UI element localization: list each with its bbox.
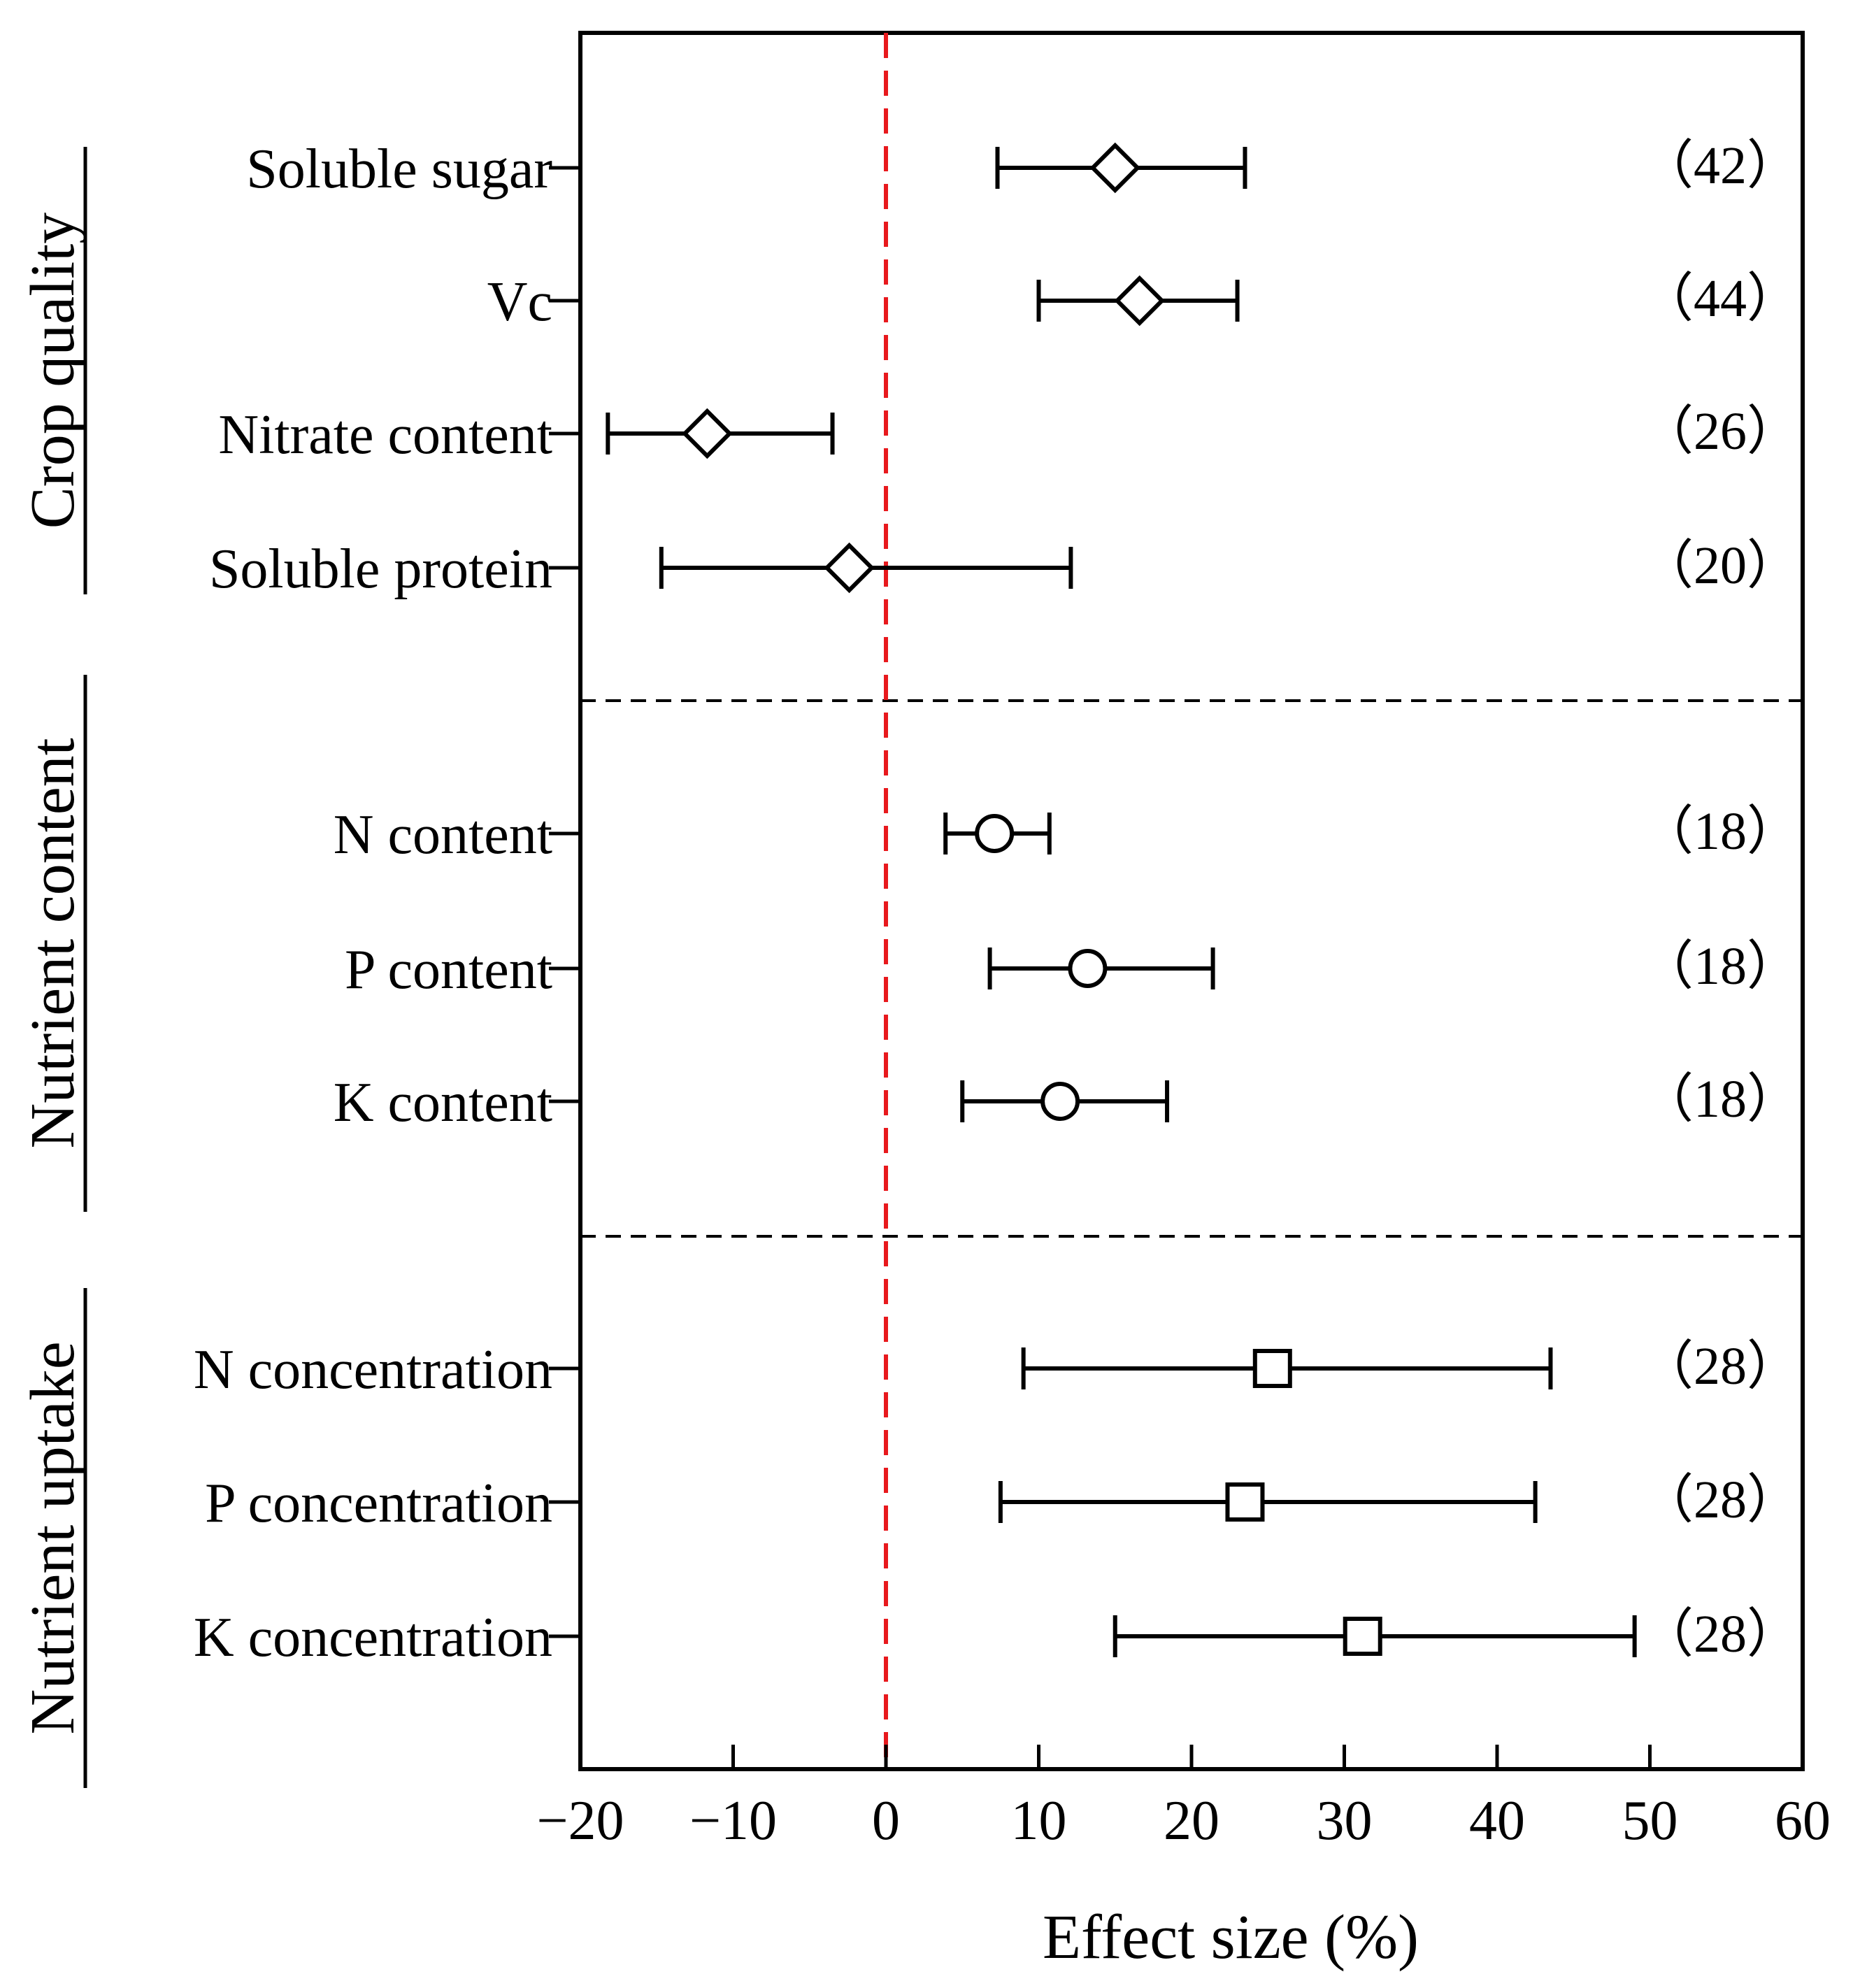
row-label: Soluble protein <box>209 538 552 600</box>
x-tick-label: 30 <box>1317 1790 1373 1852</box>
x-tick-label: 20 <box>1164 1790 1219 1852</box>
group-title: Nutrient uptake <box>18 1341 87 1734</box>
group-title: Nutrient content <box>18 738 87 1148</box>
x-tick-label: 40 <box>1469 1790 1525 1852</box>
x-tick-label: 0 <box>872 1790 900 1852</box>
mean-marker-circle <box>1068 949 1108 988</box>
sample-size-label: （28） <box>1640 1471 1800 1529</box>
row-label: K content <box>334 1072 552 1134</box>
mean-marker-diamond <box>1114 275 1165 327</box>
x-tick-label: 50 <box>1622 1790 1678 1852</box>
sample-size-label: （20） <box>1640 536 1800 595</box>
row-label: Nitrate content <box>218 404 552 466</box>
x-axis-title: Effect size (%) <box>1043 1903 1419 1972</box>
mean-marker-diamond <box>682 408 733 459</box>
sample-size-label: （18） <box>1640 937 1800 996</box>
sample-size-label: （26） <box>1640 402 1800 461</box>
plot-frame <box>578 31 1805 1771</box>
x-tick-label: −20 <box>536 1790 624 1852</box>
row-label: K concentration <box>194 1607 552 1668</box>
group-title: Crop quality <box>18 213 87 529</box>
mean-marker-square <box>1252 1349 1292 1388</box>
sample-size-label: （44） <box>1640 269 1800 328</box>
row-label: Vc <box>487 271 552 333</box>
mean-marker-diamond <box>824 542 875 594</box>
mean-marker-diamond <box>1089 142 1140 194</box>
row-label: P concentration <box>205 1473 552 1534</box>
mean-marker-square <box>1343 1617 1382 1656</box>
mean-marker-circle <box>1040 1082 1080 1121</box>
sample-size-label: （28） <box>1640 1605 1800 1664</box>
x-tick-label: 60 <box>1775 1790 1831 1852</box>
row-label: Soluble sugar <box>246 138 552 200</box>
row-label: P content <box>345 939 552 1001</box>
row-label: N concentration <box>194 1339 552 1401</box>
mean-marker-circle <box>975 814 1015 853</box>
sample-size-label: （28） <box>1640 1337 1800 1396</box>
sample-size-label: （18） <box>1640 1070 1800 1129</box>
x-tick-label: −10 <box>689 1790 777 1852</box>
mean-marker-square <box>1225 1482 1265 1522</box>
sample-size-label: （42） <box>1640 136 1800 195</box>
row-label: N content <box>334 804 552 866</box>
x-tick-label: 10 <box>1011 1790 1067 1852</box>
sample-size-label: （18） <box>1640 802 1800 861</box>
